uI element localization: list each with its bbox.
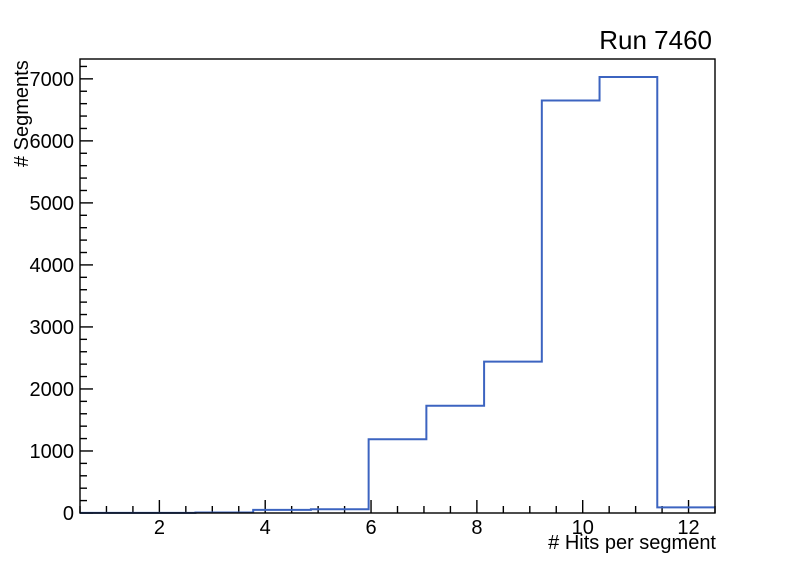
y-axis-title: # Segments [11, 60, 33, 167]
y-axis-tick-label: 5000 [30, 193, 75, 215]
x-axis-tick-label: 12 [677, 517, 699, 539]
y-axis-tick-label: 1000 [30, 441, 75, 463]
y-axis-tick-label: 6000 [30, 131, 75, 153]
chart-title: Run 7460 [599, 25, 712, 55]
generated-chart-layer: 2 4 6 8 10 12 0 1000 2000 3000 4000 5000 6000 7000 [30, 65, 716, 539]
y-axis-tick-label: 0 [63, 503, 74, 525]
x-axis-title: # Hits per segment [548, 532, 716, 554]
x-axis-tick-label: 8 [471, 517, 482, 539]
x-axis-tick-label: 6 [365, 517, 376, 539]
x-axis-tick-label: 2 [154, 517, 165, 539]
y-axis-tick-label: 4000 [30, 255, 75, 277]
y-axis-tick-label: 3000 [30, 317, 75, 339]
x-axis-tick-label: 10 [572, 517, 594, 539]
plot-frame [79, 58, 716, 514]
x-axis-tick-label: 4 [260, 517, 271, 539]
y-axis-tick-label: 2000 [30, 379, 75, 401]
y-axis-tick-label: 7000 [30, 69, 75, 91]
histogram-step-line [80, 75, 715, 514]
